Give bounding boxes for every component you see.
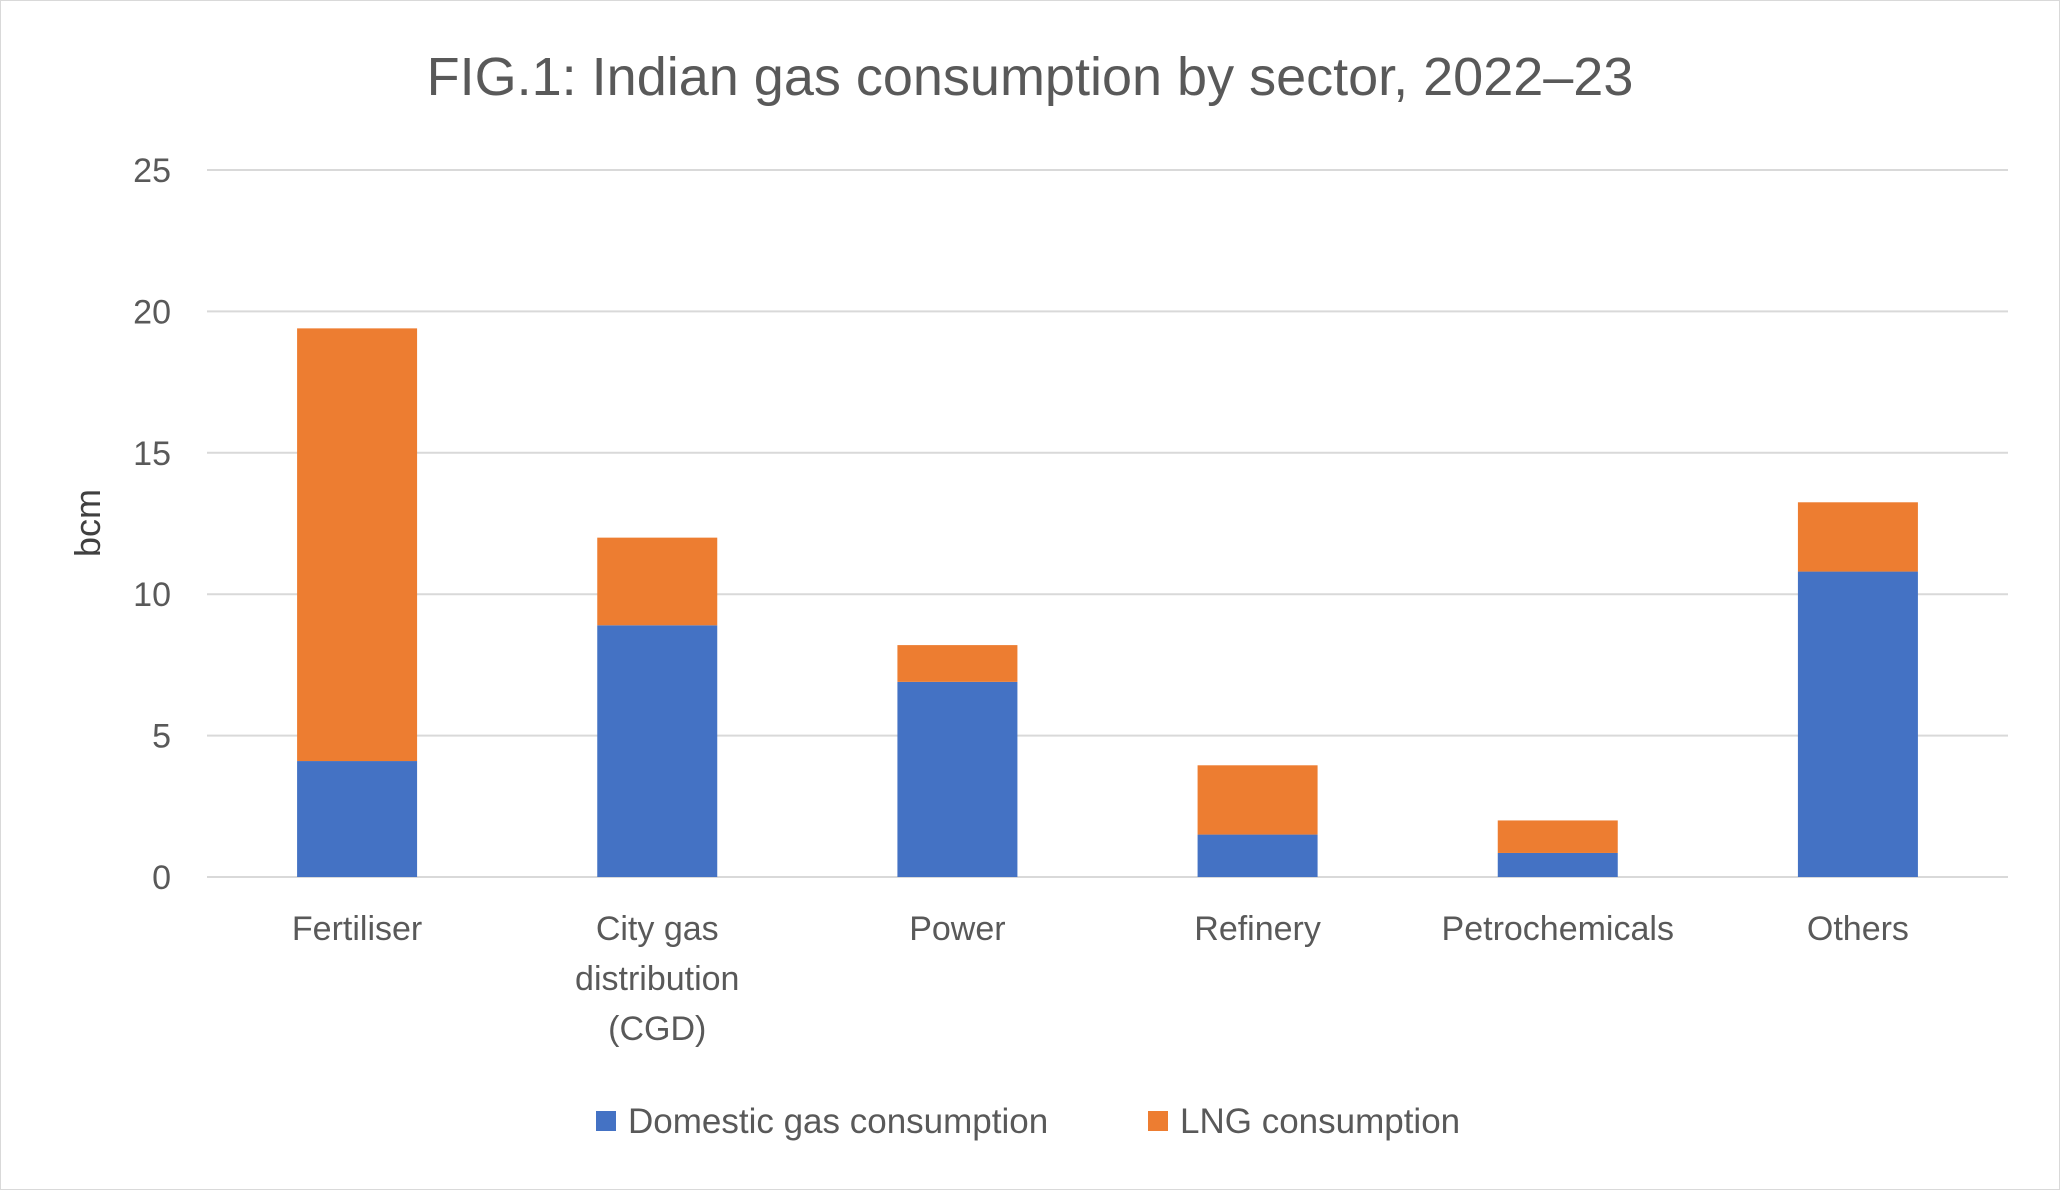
x-tick-label: Refinery	[1194, 910, 1321, 948]
x-tick-label: Power	[909, 910, 1005, 948]
bar-domestic-2	[897, 681, 1018, 877]
y-tick-label: 0	[152, 859, 171, 897]
bar-lng-4	[1497, 820, 1618, 853]
bar-lng-2	[897, 645, 1018, 682]
chart-title: FIG.1: Indian gas consumption by sector,…	[427, 47, 1634, 107]
x-tick-label: Others	[1807, 910, 1909, 948]
x-tick-label: Petrochemicals	[1442, 910, 1674, 948]
y-tick-label: 25	[133, 152, 171, 190]
legend-label-domestic: Domestic gas consumption	[628, 1102, 1048, 1141]
legend-item-lng: LNG consumption	[1148, 1102, 1460, 1141]
bar-domestic-4	[1497, 852, 1618, 877]
y-tick-label: 5	[152, 718, 171, 756]
x-tick-label: City gas distribution (CGD)	[575, 910, 739, 1048]
x-tick-label: Fertiliser	[292, 910, 422, 948]
legend-label-lng: LNG consumption	[1180, 1102, 1460, 1141]
gridlines	[207, 169, 2008, 878]
bar-domestic-1	[597, 625, 718, 877]
bar-domestic-5	[1797, 571, 1918, 877]
legend-item-domestic: Domestic gas consumption	[596, 1102, 1048, 1141]
bar-domestic-3	[1197, 834, 1318, 877]
y-axis-ticks: 0 5 10 15 20 25	[133, 152, 171, 897]
bar-lng-0	[297, 328, 418, 762]
legend: Domestic gas consumption LNG consumption	[596, 1102, 1460, 1141]
bar-lng-1	[597, 537, 718, 626]
y-tick-label: 15	[133, 435, 171, 473]
bar-lng-5	[1797, 502, 1918, 572]
bar-domestic-0	[297, 761, 418, 877]
y-axis-title: bcm	[67, 489, 108, 557]
legend-swatch-lng	[1148, 1111, 1168, 1131]
bar-lng-3	[1197, 765, 1318, 835]
x-axis-ticks: Fertiliser City gas distribution (CGD) Power…	[292, 910, 1909, 1048]
bars	[297, 328, 1918, 877]
y-tick-label: 20	[133, 293, 171, 331]
y-tick-label: 10	[133, 576, 171, 614]
legend-swatch-domestic	[596, 1111, 616, 1131]
